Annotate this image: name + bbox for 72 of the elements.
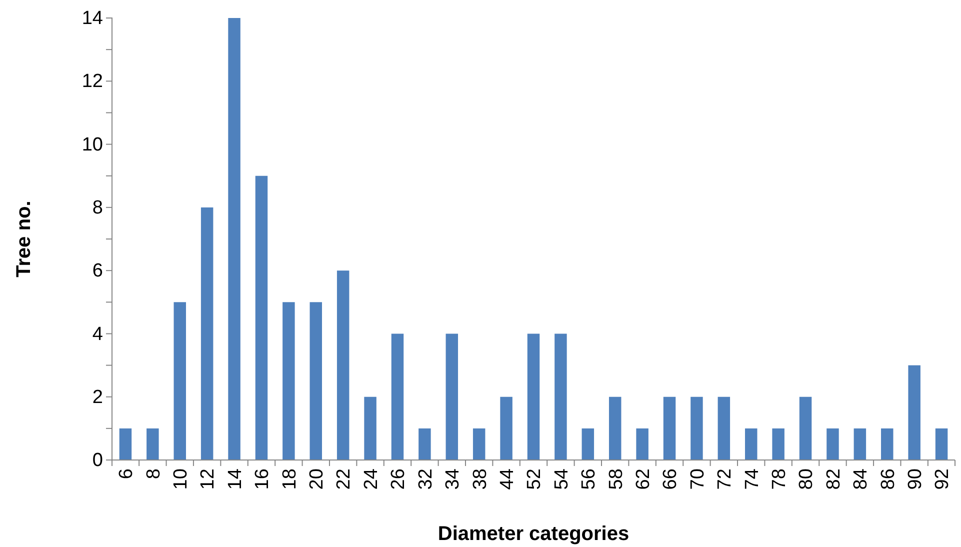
- bar: [228, 18, 240, 460]
- x-tick-label: 54: [551, 468, 572, 490]
- x-tick-label: 56: [578, 468, 600, 490]
- bar: [418, 428, 431, 460]
- bar: [718, 396, 730, 460]
- bar: [881, 428, 894, 460]
- x-tick-label: 72: [714, 468, 736, 490]
- x-tick-label: 92: [932, 468, 954, 490]
- x-tick-label: 12: [198, 468, 219, 490]
- x-tick-label: 6: [116, 468, 138, 480]
- x-tick-label: 90: [904, 468, 926, 490]
- bar: [690, 396, 703, 460]
- x-tick-label: 62: [632, 468, 654, 490]
- bar: [364, 396, 376, 460]
- bar: [636, 428, 648, 460]
- y-axis-title: Tree no.: [13, 200, 35, 278]
- bar: [908, 365, 920, 460]
- bar: [336, 270, 350, 460]
- bar: [119, 428, 132, 460]
- bar: [310, 302, 322, 460]
- x-tick-label: 14: [224, 468, 246, 490]
- bar: [772, 428, 784, 460]
- y-tick-label: 8: [92, 198, 103, 219]
- bar: [935, 428, 948, 460]
- bar: [446, 334, 458, 460]
- bar: [663, 396, 676, 460]
- x-tick-label: 80: [796, 468, 818, 490]
- x-tick-label: 26: [388, 468, 410, 490]
- bar: [391, 334, 404, 460]
- x-tick-label: 20: [306, 468, 328, 490]
- x-tick-label: 74: [742, 468, 763, 490]
- x-tick-label: 84: [850, 468, 872, 490]
- y-tick-label: 14: [82, 8, 104, 30]
- x-tick-label: 58: [606, 468, 627, 490]
- bar: [146, 428, 159, 460]
- x-tick-label: 32: [415, 468, 436, 490]
- y-tick-label: 0: [92, 450, 103, 472]
- bar: [500, 396, 512, 460]
- x-tick-label: 34: [442, 468, 464, 490]
- bar: [554, 334, 567, 460]
- bar: [608, 396, 622, 460]
- x-tick-label: 66: [660, 468, 682, 490]
- x-tick-label: 44: [496, 468, 518, 490]
- bar: [799, 396, 812, 460]
- x-tick-label: 86: [878, 468, 899, 490]
- x-tick-label: 52: [524, 468, 546, 490]
- x-axis-title: Diameter categories: [438, 523, 630, 545]
- x-tick-label: 82: [823, 468, 844, 490]
- bar: [826, 428, 839, 460]
- x-tick-label: 24: [360, 468, 382, 490]
- x-tick-label: 78: [768, 468, 790, 490]
- bar: [282, 302, 295, 460]
- bar: [854, 428, 866, 460]
- bar: [200, 207, 214, 460]
- x-tick-label: 18: [279, 468, 300, 490]
- bar: [582, 428, 594, 460]
- x-tick-label: 8: [143, 468, 164, 480]
- bar: [255, 176, 268, 460]
- y-tick-label: 6: [92, 260, 103, 282]
- x-tick-label: 22: [334, 468, 355, 490]
- x-tick-label: 70: [687, 468, 708, 490]
- bar: [174, 302, 186, 460]
- x-tick-label: 16: [252, 468, 274, 490]
- y-tick-label: 12: [82, 71, 103, 92]
- y-tick-label: 10: [82, 134, 103, 156]
- y-tick-label: 2: [92, 386, 103, 408]
- bar: [745, 428, 758, 460]
- bar: [472, 428, 486, 460]
- x-tick-label: 38: [470, 468, 491, 490]
- x-tick-label: 10: [170, 468, 192, 490]
- y-tick-label: 4: [92, 324, 104, 345]
- bar: [527, 334, 540, 460]
